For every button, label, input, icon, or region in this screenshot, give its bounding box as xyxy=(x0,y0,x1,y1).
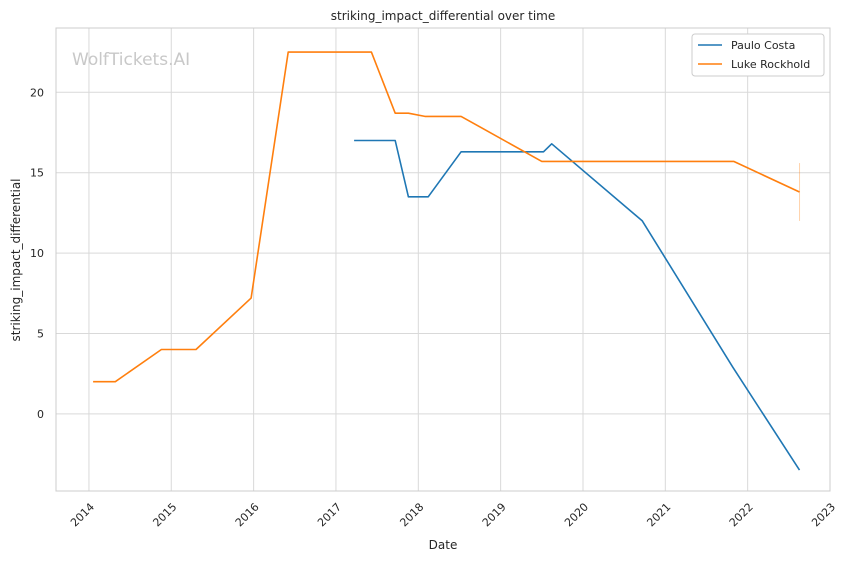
watermark: WolfTickets.AI xyxy=(72,50,190,70)
x-axis-ticks: 2014 2015 2016 2017 2018 2019 2020 2021 2022 2023 xyxy=(68,500,838,529)
legend-box xyxy=(691,33,825,77)
legend-label: Paulo Costa xyxy=(731,39,795,52)
y-axis-label: striking_impact_differential xyxy=(9,178,23,341)
y-tick-label: 0 xyxy=(37,408,44,421)
series-line-paulo-costa xyxy=(354,139,801,471)
series-layer xyxy=(93,51,801,471)
y-tick-label: 5 xyxy=(37,327,44,340)
legend: Paulo Costa Luke Rockhold xyxy=(691,33,825,77)
legend-label: Luke Rockhold xyxy=(731,58,810,71)
y-tick-label: 10 xyxy=(30,247,44,260)
x-axis-label: Date xyxy=(429,538,458,552)
y-tick-label: 15 xyxy=(30,167,44,180)
series-line-luke-rockhold xyxy=(93,51,800,383)
chart-title: striking_impact_differential over time xyxy=(331,9,556,23)
plot-frame xyxy=(55,27,831,492)
grid xyxy=(56,28,831,491)
y-axis-ticks: 0 5 10 15 20 xyxy=(30,86,44,421)
y-tick-label: 20 xyxy=(30,86,44,99)
